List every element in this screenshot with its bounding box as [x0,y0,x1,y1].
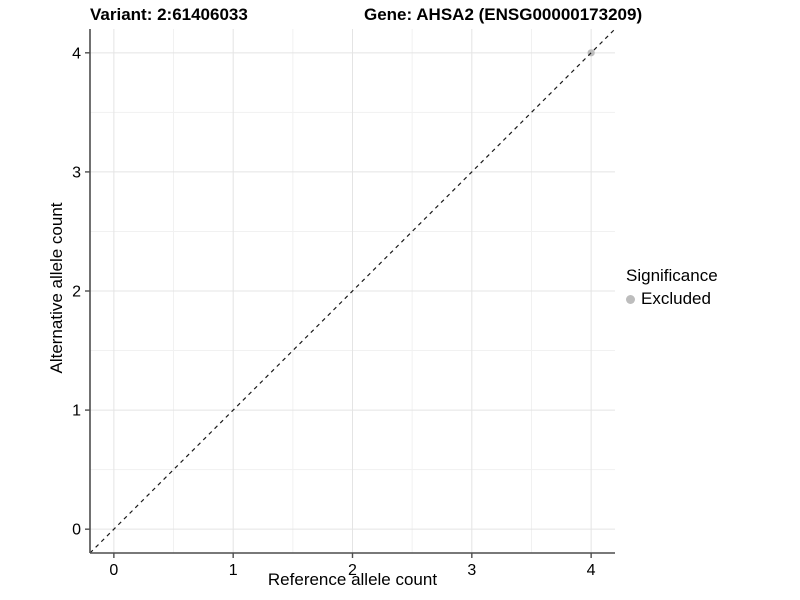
x-tick-label: 1 [229,562,238,579]
x-axis-title: Reference allele count [267,570,438,589]
x-tick-label: 3 [467,562,476,579]
x-tick-label: 2 [348,562,357,579]
legend-item-label: Excluded [641,289,711,308]
legend-item-excluded: Excluded [626,289,718,309]
y-tick-label: 4 [72,45,81,62]
y-tick-label: 1 [72,403,81,420]
x-tick-label: 4 [587,562,596,579]
legend-title: Significance [626,266,718,285]
y-tick-label: 2 [72,284,81,301]
y-tick-label: 0 [72,522,81,539]
identity-line [89,28,616,554]
legend: Significance Excluded [626,266,718,309]
excluded-point-icon [626,294,635,304]
x-tick-label: 0 [109,562,118,579]
plot-title-gene: Gene: AHSA2 (ENSG00000173209) [364,5,643,24]
y-axis-title: Alternative allele count [47,202,66,374]
y-tick-label: 3 [72,164,81,181]
plot-title-variant: Variant: 2:61406033 [90,5,248,24]
